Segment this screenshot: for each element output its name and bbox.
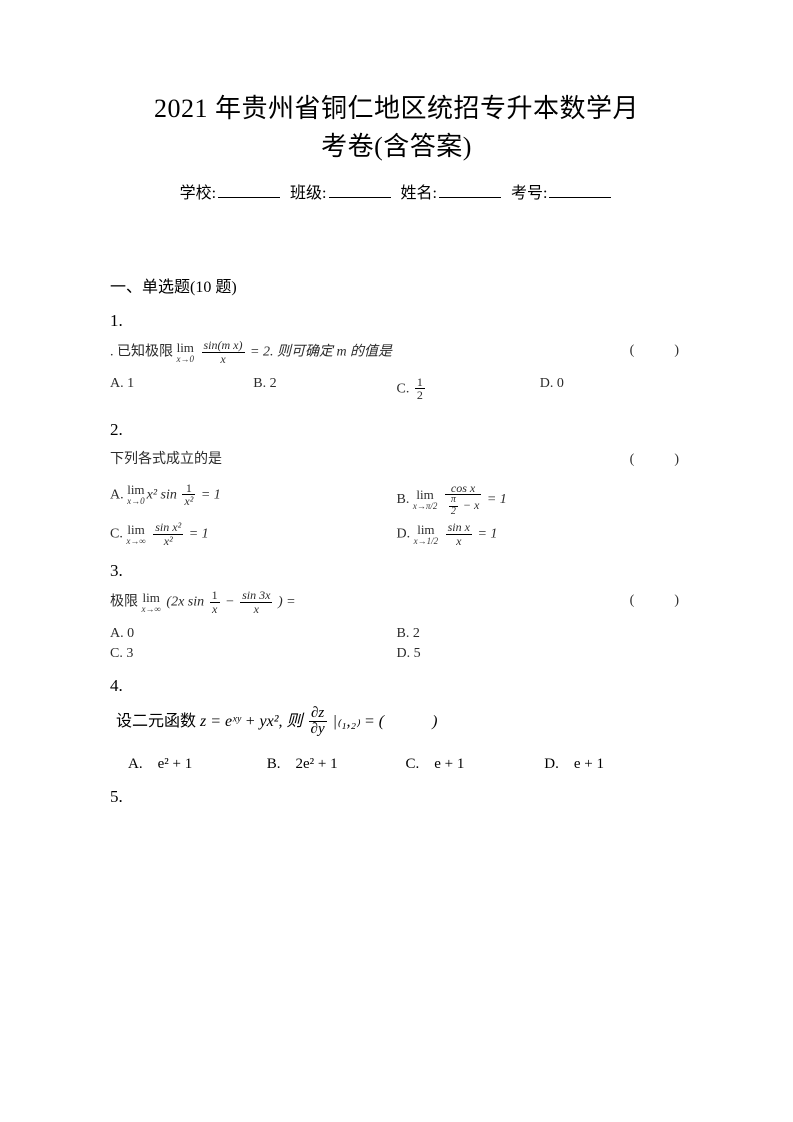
limit-icon: limx→1/2 bbox=[414, 523, 439, 546]
partial-fraction: ∂z ∂y bbox=[309, 706, 327, 739]
q2-stem: 下列各式成立的是 ( ) bbox=[110, 448, 683, 472]
title-line-1: 2021 年贵州省铜仁地区统招专升本数学月 bbox=[154, 94, 639, 123]
q3-row-2: C. 3 D. 5 bbox=[110, 646, 683, 662]
q4-stem: 设二元函数 z = eˣʸ + yx², 则 ∂z ∂y |₍₁,₂₎ = ( … bbox=[116, 706, 683, 739]
q1-opt-a: A. 1 bbox=[110, 376, 253, 402]
limit-icon: limx→π/2 bbox=[413, 488, 438, 511]
id-label: 考号: bbox=[511, 185, 547, 202]
section-heading: 一、单选题(10 题) bbox=[110, 273, 683, 297]
answer-paren: ( ) bbox=[630, 589, 683, 613]
student-info-line: 学校: 班级: 姓名: 考号: bbox=[110, 179, 683, 203]
q1-opt-d: D. 0 bbox=[540, 376, 683, 402]
q3-row-1: A. 0 B. 2 bbox=[110, 626, 683, 642]
q1-options: A. 1 B. 2 C. 1 2 D. 0 bbox=[110, 376, 683, 402]
q4-number: 4. bbox=[110, 676, 683, 696]
q3-opt-d: D. 5 bbox=[397, 646, 684, 662]
q2-opt-d: D. limx→1/2 sin xx = 1 bbox=[397, 521, 684, 547]
id-blank[interactable] bbox=[549, 183, 611, 198]
q3-number: 3. bbox=[110, 561, 683, 581]
class-label: 班级: bbox=[290, 185, 326, 202]
q2-number: 2. bbox=[110, 420, 683, 440]
q3-opt-a: A. 0 bbox=[110, 626, 397, 642]
school-label: 学校: bbox=[180, 185, 216, 202]
answer-paren: ( ) bbox=[630, 339, 683, 363]
limit-icon: limx→∞ bbox=[142, 591, 161, 614]
q4-options: A. e² + 1 B. 2e² + 1 C. e + 1 D. e + 1 bbox=[128, 752, 683, 773]
name-blank[interactable] bbox=[439, 183, 501, 198]
q4-opt-a: A. e² + 1 bbox=[128, 752, 267, 773]
q1-stem: . 已知极限 lim x→0 sin(m x) x = 2. 则可确定 m 的值… bbox=[110, 339, 683, 365]
limit-icon: lim x→0 bbox=[177, 341, 195, 364]
q5-number: 5. bbox=[110, 787, 683, 807]
q4-opt-c: C. e + 1 bbox=[406, 752, 545, 773]
q3-stem: 极限 limx→∞ (2x sin 1x − sin 3xx ) = ( ) bbox=[110, 589, 683, 615]
name-label: 姓名: bbox=[401, 185, 437, 202]
q4-opt-b: B. 2e² + 1 bbox=[267, 752, 406, 773]
q4-opt-d: D. e + 1 bbox=[544, 752, 683, 773]
q1-fraction: sin(m x) x bbox=[202, 339, 245, 365]
q1-stem-suffix: = 2. 则可确定 m 的值是 bbox=[250, 345, 392, 360]
exam-page: 2021 年贵州省铜仁地区统招专升本数学月 考卷(含答案) 学校: 班级: 姓名… bbox=[0, 0, 793, 1122]
q3-opt-c: C. 3 bbox=[110, 646, 397, 662]
q2-opt-c: C. limx→∞ sin x²x² = 1 bbox=[110, 521, 397, 547]
q3-opt-b: B. 2 bbox=[397, 626, 684, 642]
q1-opt-c: C. 1 2 bbox=[397, 376, 540, 402]
q2-opt-b: B. limx→π/2 cos x π2 − x = 1 bbox=[397, 482, 684, 518]
q1-opt-b: B. 2 bbox=[253, 376, 396, 402]
school-blank[interactable] bbox=[218, 183, 280, 198]
class-blank[interactable] bbox=[329, 183, 391, 198]
q1-c-fraction: 1 2 bbox=[415, 376, 425, 402]
page-title: 2021 年贵州省铜仁地区统招专升本数学月 考卷(含答案) bbox=[110, 90, 683, 165]
title-line-2: 考卷(含答案) bbox=[321, 132, 472, 161]
q1-stem-prefix: . 已知极限 bbox=[110, 345, 173, 360]
q2-row-1: A. limx→0x² sin 1x² = 1 B. limx→π/2 cos … bbox=[110, 482, 683, 518]
q1-number: 1. bbox=[110, 311, 683, 331]
q2-row-2: C. limx→∞ sin x²x² = 1 D. limx→1/2 sin x… bbox=[110, 521, 683, 547]
limit-icon: limx→∞ bbox=[126, 523, 145, 546]
q2-opt-a: A. limx→0x² sin 1x² = 1 bbox=[110, 482, 397, 518]
limit-icon: limx→0 bbox=[127, 483, 145, 506]
answer-paren: ( ) bbox=[630, 448, 683, 472]
